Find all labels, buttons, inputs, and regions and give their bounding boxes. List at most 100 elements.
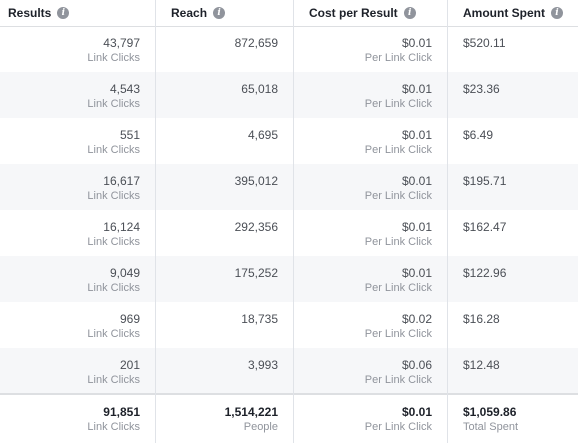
total-reach-cell: 1,514,221 People: [156, 395, 278, 441]
cost-value: $0.06: [401, 358, 432, 372]
results-unit: Link Clicks: [87, 52, 140, 64]
results-cell: 4,543 Link Clicks: [0, 72, 140, 118]
cost-cell: $0.01 Per Link Click: [294, 72, 432, 118]
table-row: 16,617 Link Clicks 395,012 $0.01 Per Link Cl…: [0, 164, 578, 210]
results-value: 43,797: [103, 36, 140, 50]
reach-cell: 3,993: [156, 348, 278, 394]
results-value: 16,124: [103, 220, 140, 234]
spent-cell: $6.49: [463, 118, 573, 164]
total-cost-value: $0.01: [401, 405, 432, 419]
table-row: 9,049 Link Clicks 175,252 $0.01 Per Link Cli…: [0, 256, 578, 302]
column-divider: [447, 0, 448, 443]
column-header-results[interactable]: Results i: [8, 0, 70, 26]
reach-value: 18,735: [241, 312, 278, 326]
total-spent-value: $1,059.86: [463, 405, 517, 419]
total-results-cell: 91,851 Link Clicks: [0, 395, 140, 441]
results-value: 16,617: [103, 174, 140, 188]
spent-value: $195.71: [463, 174, 507, 188]
reach-cell: 18,735: [156, 302, 278, 348]
spent-cell: $12.48: [463, 348, 573, 394]
cost-unit: Per Link Click: [364, 190, 432, 202]
cost-unit: Per Link Click: [364, 144, 432, 156]
results-unit: Link Clicks: [87, 144, 140, 156]
total-reach-value: 1,514,221: [224, 405, 278, 419]
results-value: 551: [119, 128, 140, 142]
total-cost-cell: $0.01 Per Link Click: [294, 395, 432, 441]
cost-cell: $0.01 Per Link Click: [294, 210, 432, 256]
spent-value: $6.49: [463, 128, 494, 142]
cost-cell: $0.01 Per Link Click: [294, 118, 432, 164]
spent-cell: $122.96: [463, 256, 573, 302]
results-unit: Link Clicks: [87, 328, 140, 340]
spent-value: $122.96: [463, 266, 507, 280]
results-unit: Link Clicks: [87, 374, 140, 386]
spent-value: $23.36: [463, 82, 500, 96]
column-divider: [155, 0, 156, 443]
cost-value: $0.01: [401, 220, 432, 234]
cost-value: $0.02: [401, 312, 432, 326]
totals-divider: [0, 393, 578, 395]
results-value: 4,543: [109, 82, 140, 96]
spent-cell: $520.11: [463, 26, 573, 72]
totals-row: 91,851 Link Clicks 1,514,221 People $0.0…: [0, 395, 578, 443]
reach-cell: 175,252: [156, 256, 278, 302]
spent-cell: $16.28: [463, 302, 573, 348]
cost-unit: Per Link Click: [364, 236, 432, 248]
results-value: 9,049: [109, 266, 140, 280]
results-unit: Link Clicks: [87, 98, 140, 110]
reach-cell: 65,018: [156, 72, 278, 118]
cost-cell: $0.01 Per Link Click: [294, 256, 432, 302]
total-spent-cell: $1,059.86 Total Spent: [463, 395, 573, 441]
info-icon[interactable]: i: [403, 7, 416, 19]
total-results-value: 91,851: [103, 405, 140, 419]
column-header-reach[interactable]: Reach i: [171, 0, 226, 26]
column-header-cost-per-result[interactable]: Cost per Result i: [309, 0, 416, 26]
cost-unit: Per Link Click: [364, 98, 432, 110]
column-header-label[interactable]: Cost per Result: [309, 6, 398, 20]
column-header-label[interactable]: Results: [8, 6, 52, 20]
column-header-label[interactable]: Amount Spent: [463, 6, 545, 20]
total-results-unit: Link Clicks: [87, 421, 140, 433]
column-divider: [293, 0, 294, 443]
spent-value: $162.47: [463, 220, 507, 234]
cost-value: $0.01: [401, 266, 432, 280]
reach-cell: 395,012: [156, 164, 278, 210]
column-header-label[interactable]: Reach: [171, 6, 208, 20]
results-cell: 201 Link Clicks: [0, 348, 140, 394]
cost-unit: Per Link Click: [364, 52, 432, 64]
table-row: 16,124 Link Clicks 292,356 $0.01 Per Link Cl…: [0, 210, 578, 256]
column-header-amount-spent[interactable]: Amount Spent i: [463, 0, 563, 26]
reach-cell: 292,356: [156, 210, 278, 256]
cost-unit: Per Link Click: [364, 328, 432, 340]
info-icon[interactable]: i: [57, 7, 70, 19]
reach-value: 3,993: [247, 358, 278, 372]
info-icon[interactable]: i: [213, 7, 226, 19]
total-spent-unit: Total Spent: [463, 421, 519, 433]
results-cell: 43,797 Link Clicks: [0, 26, 140, 72]
spent-value: $16.28: [463, 312, 500, 326]
reach-value: 292,356: [234, 220, 278, 234]
spent-value: $520.11: [463, 36, 506, 50]
table-row: 969 Link Clicks 18,735 $0.02 Per Link Click $…: [0, 302, 578, 348]
cost-value: $0.01: [401, 36, 432, 50]
cost-unit: Per Link Click: [364, 374, 432, 386]
reach-value: 175,252: [234, 266, 278, 280]
info-icon[interactable]: i: [551, 7, 563, 19]
results-cell: 16,617 Link Clicks: [0, 164, 140, 210]
spent-value: $12.48: [463, 358, 500, 372]
total-cost-unit: Per Link Click: [364, 421, 432, 433]
table-row: 201 Link Clicks 3,993 $0.06 Per Link Click $1…: [0, 348, 578, 394]
cost-value: $0.01: [401, 174, 432, 188]
spent-cell: $162.47: [463, 210, 573, 256]
spent-cell: $23.36: [463, 72, 573, 118]
cost-cell: $0.01 Per Link Click: [294, 26, 432, 72]
reach-value: 65,018: [241, 82, 278, 96]
spent-cell: $195.71: [463, 164, 573, 210]
cost-cell: $0.06 Per Link Click: [294, 348, 432, 394]
reach-cell: 4,695: [156, 118, 278, 164]
cost-cell: $0.01 Per Link Click: [294, 164, 432, 210]
results-unit: Link Clicks: [87, 236, 140, 248]
total-reach-unit: People: [243, 421, 278, 433]
results-unit: Link Clicks: [87, 190, 140, 202]
